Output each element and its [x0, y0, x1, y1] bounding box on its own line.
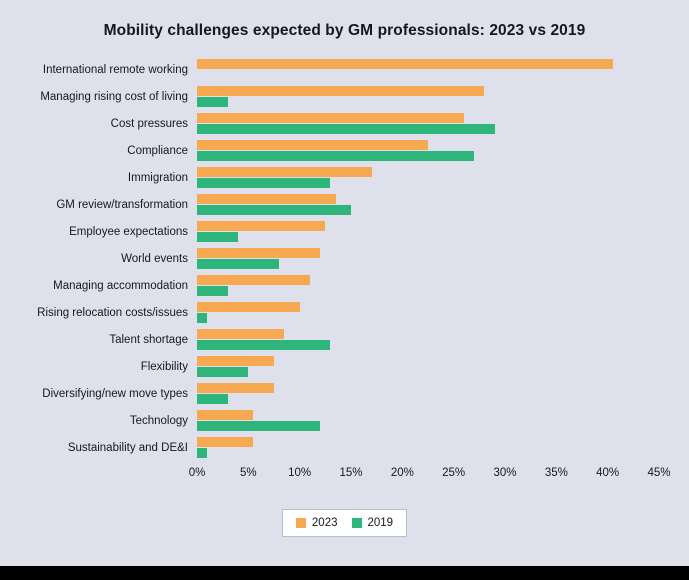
bar-2023 [197, 221, 326, 231]
bar-group [197, 383, 659, 405]
x-axis-tick-label: 15% [339, 467, 363, 479]
bar-2019 [197, 448, 208, 458]
category-label: Managing accommodation [53, 279, 188, 292]
bar-group [197, 194, 659, 216]
bar-group [197, 410, 659, 432]
bar-2023 [197, 167, 372, 177]
chart-row: Flexibility [0, 353, 689, 380]
chart-row: Diversifying/new move types [0, 380, 689, 407]
chart-row: Immigration [0, 164, 689, 191]
x-axis-tick-label: 0% [188, 467, 206, 479]
bar-2023 [197, 59, 613, 69]
category-label: Cost pressures [110, 117, 188, 130]
bar-2019 [197, 313, 208, 323]
bar-2023 [197, 410, 254, 420]
bar-2023 [197, 86, 485, 96]
bar-group [197, 221, 659, 243]
x-axis-tick-label: 20% [390, 467, 414, 479]
x-axis-tick-label: 45% [647, 467, 671, 479]
legend-item-2019: 2019 [351, 517, 394, 529]
bar-chart: International remote working Managing ris… [0, 56, 689, 485]
category-label: Diversifying/new move types [42, 387, 188, 400]
bar-2019 [197, 124, 495, 134]
category-label: Compliance [127, 144, 188, 157]
bar-2019 [197, 232, 239, 242]
bar-2023 [197, 383, 274, 393]
bar-2023 [197, 248, 321, 258]
chart-title: Mobility challenges expected by GM profe… [103, 22, 586, 39]
bar-group [197, 140, 659, 162]
legend-item-2023: 2023 [295, 517, 338, 529]
footer-strip [0, 566, 689, 580]
category-label: Rising relocation costs/issues [37, 306, 188, 319]
x-axis-tick-label: 5% [240, 467, 257, 479]
bar-2023 [197, 356, 274, 366]
category-label: Employee expectations [69, 225, 188, 238]
x-axis-tick-label: 35% [544, 467, 568, 479]
chart-row: Managing accommodation [0, 272, 689, 299]
category-label: Flexibility [140, 360, 188, 373]
bar-group [197, 329, 659, 351]
chart-row: International remote working [0, 56, 689, 83]
chart-row: Compliance [0, 137, 689, 164]
category-label: Technology [129, 414, 188, 427]
bar-group [197, 113, 659, 135]
bar-2019 [197, 421, 321, 431]
x-axis: 0% 5% 10% 15% 20% 25% 30% 35% 40% 45% [189, 467, 671, 485]
bar-2023 [197, 302, 300, 312]
x-axis-tick-label: 30% [493, 467, 517, 479]
category-label: Talent shortage [109, 333, 188, 346]
bar-2019 [197, 286, 228, 296]
x-axis-tick-label: 10% [288, 467, 312, 479]
bar-group [197, 59, 659, 81]
bar-2019 [197, 205, 351, 215]
bar-2023 [197, 329, 285, 339]
bar-group [197, 86, 659, 108]
legend-label-2019: 2019 [367, 517, 394, 529]
chart-row: World events [0, 245, 689, 272]
bar-group [197, 437, 659, 459]
bar-group [197, 302, 659, 324]
legend-container: 2023 2019 [0, 509, 689, 537]
bar-2023 [197, 194, 336, 204]
bar-2019 [197, 178, 331, 188]
bar-2023 [197, 113, 464, 123]
bar-2019 [197, 394, 228, 404]
chart-row: Rising relocation costs/issues [0, 299, 689, 326]
chart-row: Employee expectations [0, 218, 689, 245]
category-label: International remote working [42, 63, 188, 76]
bar-2023 [197, 140, 428, 150]
category-label: Sustainability and DE&I [67, 441, 188, 454]
category-label: Immigration [127, 171, 188, 184]
category-label: GM review/transformation [56, 198, 188, 211]
legend-label-2023: 2023 [311, 517, 338, 529]
chart-row: Managing rising cost of living [0, 83, 689, 110]
chart-row: GM review/transformation [0, 191, 689, 218]
bar-2019 [197, 367, 249, 377]
chart-row: Cost pressures [0, 110, 689, 137]
chart-rows: International remote working Managing ris… [0, 56, 689, 461]
legend-swatch-2019-icon [351, 518, 362, 528]
bar-2019 [197, 340, 331, 350]
bar-group [197, 356, 659, 378]
bar-2019 [197, 97, 228, 107]
chart-row: Technology [0, 407, 689, 434]
bar-2019 [197, 151, 475, 161]
bar-group [197, 167, 659, 189]
bar-2023 [197, 275, 310, 285]
bar-group [197, 275, 659, 297]
category-label: World events [121, 252, 188, 265]
x-axis-tick-label: 25% [442, 467, 466, 479]
bar-2023 [197, 437, 254, 447]
x-axis-tick-label: 40% [596, 467, 620, 479]
legend: 2023 2019 [281, 509, 408, 537]
chart-row: Sustainability and DE&I [0, 434, 689, 461]
legend-swatch-2023-icon [295, 518, 306, 528]
bar-2019 [197, 259, 280, 269]
bar-group [197, 248, 659, 270]
chart-row: Talent shortage [0, 326, 689, 353]
category-label: Managing rising cost of living [40, 90, 188, 103]
